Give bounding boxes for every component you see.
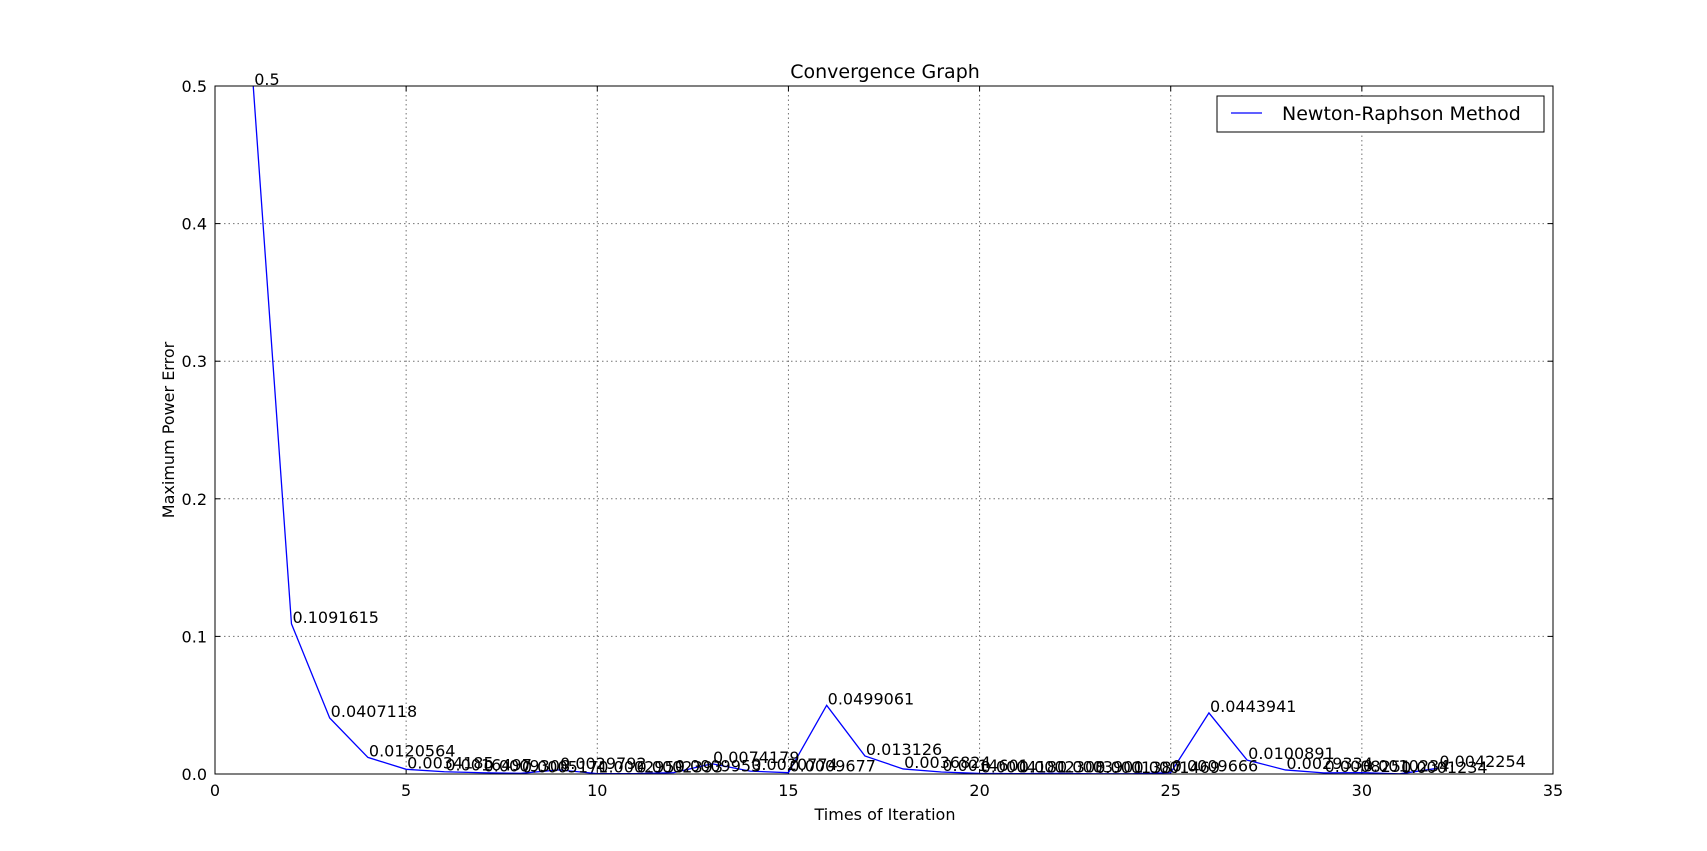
data-label: 0.0443941 [1210, 697, 1297, 716]
data-label: 0.013126 [866, 740, 942, 759]
x-tick-label: 25 [1161, 781, 1181, 800]
data-label: 0.0002959 [598, 758, 685, 777]
legend: Newton-Raphson Method [1216, 95, 1545, 133]
data-label: 0.0009677 [789, 757, 876, 776]
y-tick-label: 0.0 [182, 765, 207, 784]
data-label: 0.0034185 [407, 753, 494, 772]
x-tick-label: 35 [1543, 781, 1563, 800]
data-label: 0.0029792 [560, 754, 647, 773]
legend-box [1216, 95, 1545, 133]
data-label: 0.0010234 [1363, 757, 1450, 776]
plot-area-frame [214, 85, 1554, 775]
data-label: 0.0001234 [1401, 758, 1488, 777]
data-label: 0.0074179 [713, 748, 800, 767]
data-label: 0.0029334 [1286, 754, 1373, 773]
x-tick-label: 30 [1352, 781, 1372, 800]
y-tick-labels: 0.0 0.1 0.2 0.3 0.4 0.5 [182, 77, 207, 784]
x-tick-label: 5 [401, 781, 411, 800]
data-label: 0.0003901 [1057, 757, 1144, 776]
y-tick-label: 0.1 [182, 627, 207, 646]
data-label: 0.0005171 [522, 757, 609, 776]
x-tick-label: 0 [210, 781, 220, 800]
x-tick-label: 10 [587, 781, 607, 800]
y-axis-title: Maximum Power Error [159, 341, 178, 518]
data-label: 0.0120564 [369, 741, 456, 760]
y-tick-label: 0.4 [182, 215, 207, 234]
data-label: 0.0100891 [1248, 744, 1335, 763]
data-label: 0.0016497 [445, 756, 532, 775]
data-label: 0.0004181 [981, 757, 1068, 776]
data-label: 0.0008251 [1325, 757, 1412, 776]
data-label: 0.0042254 [1439, 752, 1526, 771]
data-label: 0.0499061 [828, 689, 915, 708]
data-label: 0.1091615 [292, 608, 379, 627]
data-label: 0.0001387 [1095, 758, 1182, 777]
y-tick-label: 0.5 [182, 77, 207, 96]
data-label: 0.0407118 [331, 702, 418, 721]
x-tick-label: 15 [778, 781, 798, 800]
y-tick-label: 0.2 [182, 490, 207, 509]
data-label: 0.0009308 [484, 757, 571, 776]
x-tick-label: 20 [969, 781, 989, 800]
data-label: 0.0001469 [1133, 758, 1220, 777]
data-label: 0.0014601 [942, 756, 1029, 775]
data-label: 0.0020774 [751, 755, 838, 774]
y-tick-label: 0.3 [182, 352, 207, 371]
data-label: 0.0002393 [637, 758, 724, 777]
x-axis-title: Times of Iteration [814, 805, 956, 824]
data-label: 0.0002308 [1019, 758, 1106, 777]
data-labels: 0.50.10916150.04071180.01205640.00341850… [254, 70, 1526, 777]
x-tick-labels: 0 5 10 15 20 25 30 35 [210, 781, 1563, 800]
legend-label: Newton-Raphson Method [1282, 103, 1521, 125]
series-line [252, 85, 1439, 775]
chart-title: Convergence Graph [790, 61, 980, 83]
data-label: 0.0009953 [675, 757, 762, 776]
data-label: 0.5 [254, 70, 279, 89]
data-label: 0.0036824 [904, 753, 991, 772]
data-label: 0.0009666 [1172, 757, 1259, 776]
